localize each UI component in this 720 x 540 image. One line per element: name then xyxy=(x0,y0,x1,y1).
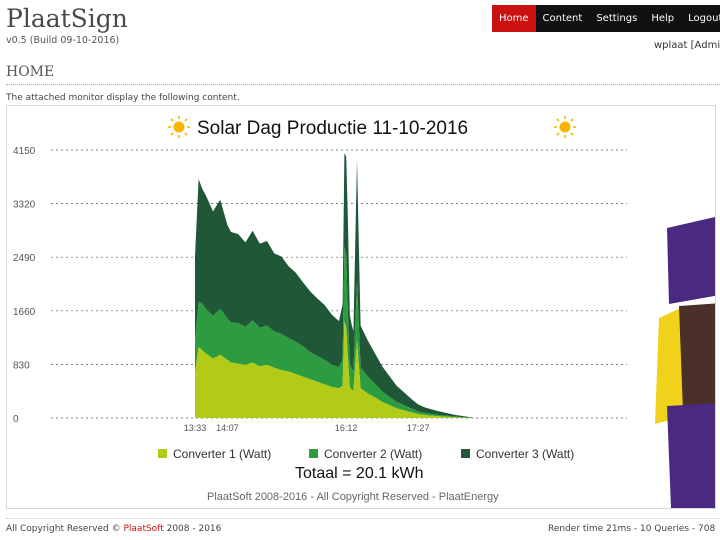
chart-grid xyxy=(51,149,627,419)
footer-brand-link[interactable]: PlaatSoft xyxy=(123,524,164,534)
page-intro: The attached monitor display the followi… xyxy=(6,93,240,103)
sun-icon xyxy=(554,116,576,138)
x-tick-label: 14:07 xyxy=(216,423,239,433)
solar-chart: Solar Dag Productie 11-10-2016 0 830 1660 2… xyxy=(13,116,715,508)
total-energy: Totaal = 20.1 kWh xyxy=(295,465,424,482)
chart-title-group: Solar Dag Productie 11-10-2016 xyxy=(168,116,576,139)
logo-purple-shape xyxy=(667,217,715,304)
area-series-converter-1 xyxy=(195,321,476,418)
legend-swatch-converter-1 xyxy=(158,449,167,458)
x-axis-ticks: 13:33 14:07 16:12 17:27 xyxy=(184,423,430,433)
logo-brown-shape xyxy=(679,303,715,416)
chart-title: Solar Dag Productie 11-10-2016 xyxy=(197,118,468,139)
x-tick-label: 17:27 xyxy=(407,423,430,433)
nav-logout[interactable]: Logout xyxy=(688,13,720,24)
main-nav: Home Content Settings Help Logout xyxy=(492,5,720,32)
legend-label-converter-3: Converter 3 (Watt) xyxy=(476,447,574,461)
y-tick-label: 0 xyxy=(13,414,19,425)
y-tick-label: 4150 xyxy=(13,146,36,157)
nav-help[interactable]: Help xyxy=(651,13,675,24)
x-tick-label: 16:12 xyxy=(335,423,358,433)
content-preview: Solar Dag Productie 11-10-2016 0 830 1660 2… xyxy=(6,105,716,509)
chart-copyright: PlaatSoft 2008-2016 - All Copyright Rese… xyxy=(207,491,499,503)
legend-swatch-converter-2 xyxy=(309,449,318,458)
logo-purple-lower xyxy=(667,403,715,508)
footer-render-info: Render time 21ms - 10 Queries - 708 xyxy=(548,524,716,534)
app-brand: PlaatSign v0.5 (Build 09-10-2016) xyxy=(6,4,128,46)
app-version: v0.5 (Build 09-10-2016) xyxy=(6,35,120,46)
logo-yellow-shape xyxy=(655,306,685,424)
footer-copyright: All Copyright Reserved © PlaatSoft 2008 … xyxy=(6,524,221,534)
x-tick-label: 13:33 xyxy=(184,423,207,433)
sun-icon xyxy=(168,116,190,138)
nav-settings[interactable]: Settings xyxy=(596,13,638,24)
plaatsoft-logo xyxy=(655,217,715,508)
chart-legend: Converter 1 (Watt) Converter 2 (Watt) Co… xyxy=(158,447,574,461)
page-title: HOME xyxy=(6,64,55,80)
area-series-converter-3 xyxy=(195,153,476,418)
y-tick-label: 3320 xyxy=(13,200,36,211)
user-link[interactable]: wplaat [Admin] xyxy=(654,40,720,51)
nav-content[interactable]: Content xyxy=(542,13,583,24)
y-tick-label: 830 xyxy=(13,360,30,371)
legend-label-converter-2: Converter 2 (Watt) xyxy=(324,447,422,461)
y-axis-ticks: 0 830 1660 2490 3320 4150 xyxy=(13,146,36,425)
y-tick-label: 2490 xyxy=(13,253,36,264)
legend-swatch-converter-3 xyxy=(461,449,470,458)
nav-home[interactable]: Home xyxy=(492,5,536,32)
chart-areas xyxy=(195,153,476,418)
footer-divider xyxy=(6,518,720,519)
app-title: PlaatSign xyxy=(6,4,128,33)
legend-label-converter-1: Converter 1 (Watt) xyxy=(173,447,271,461)
footer-copyright-prefix: All Copyright Reserved © xyxy=(6,524,121,534)
footer-years: 2008 - 2016 xyxy=(166,524,222,534)
title-divider xyxy=(6,84,720,85)
y-tick-label: 1660 xyxy=(13,307,36,318)
area-series-converter-2 xyxy=(195,246,476,418)
